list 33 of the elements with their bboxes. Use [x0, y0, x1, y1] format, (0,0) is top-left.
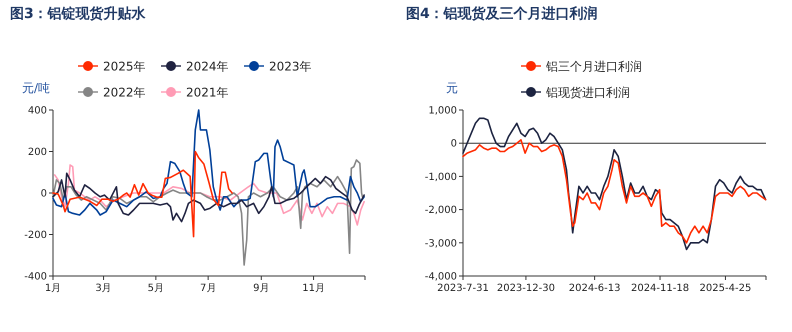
x-tick-label: 5月: [148, 283, 164, 294]
legend-label: 2024年: [186, 60, 229, 74]
legend-label: 2025年: [103, 60, 146, 74]
x-tick-label: 1月: [44, 283, 62, 294]
y-tick-label: 0: [450, 138, 457, 150]
y-tick-label: 400: [28, 106, 47, 116]
y-tick-label: -400: [24, 272, 47, 282]
chart-title: 图4：铝现货及三个月进口利润: [406, 5, 598, 22]
y-tick-label: 200: [28, 147, 47, 158]
x-tick-label: 2023-7-31: [437, 283, 489, 294]
legend-label: 铝三个月进口利润: [545, 60, 642, 74]
y-axis-title: 元/吨: [22, 81, 50, 95]
x-tick-label: 7月: [200, 283, 216, 294]
x-tick-label: 2023-12-30: [496, 283, 555, 294]
y-axis-title: 元: [446, 81, 458, 95]
x-tick-label: 2024-11-18: [630, 283, 690, 294]
chart-title: 图3：铝锭现货升贴水: [10, 5, 147, 22]
y-tick-label: 1,000: [428, 106, 457, 116]
x-tick-label: 9月: [253, 283, 270, 294]
legend-label: 铝现货进口利润: [545, 86, 630, 100]
x-tick-label: 2025-4-25: [700, 283, 752, 294]
x-tick-label: 11月: [302, 283, 325, 294]
y-tick-label: -200: [24, 230, 47, 241]
legend-label: 2021年: [186, 86, 229, 100]
y-tick-label: -1,000: [424, 172, 457, 183]
legend-label: 2022年: [103, 86, 146, 100]
x-tick-label: 3月: [95, 283, 112, 294]
y-tick-label: 0: [40, 188, 47, 200]
legend-label: 2023年: [269, 60, 312, 74]
y-tick-label: -2,000: [424, 205, 457, 216]
y-tick-label: -3,000: [424, 238, 457, 250]
x-tick-label: 2024-6-13: [568, 283, 621, 294]
y-tick-label: -4,000: [424, 272, 457, 282]
